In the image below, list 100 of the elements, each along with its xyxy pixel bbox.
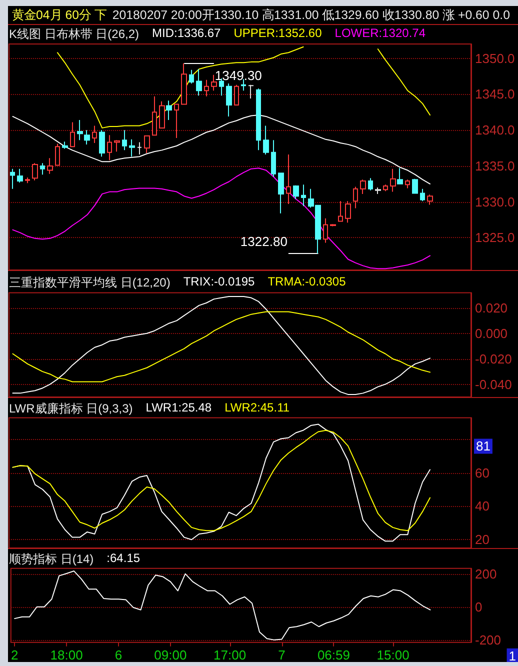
chart-title: 黄金04月 60分 下 <box>12 8 106 22</box>
legend-title: LWR威廉指标 日(9,3,3) <box>9 402 133 416</box>
line-series <box>12 114 431 184</box>
candlestick <box>286 154 291 204</box>
text: 1 <box>508 648 516 664</box>
y-tick-label: -0.020 <box>475 351 512 366</box>
candlestick <box>301 184 306 207</box>
candlestick <box>122 130 127 151</box>
y-tick-label: 20 <box>475 532 490 548</box>
candlestick <box>137 142 142 155</box>
candlestick <box>397 168 403 184</box>
candlestick <box>241 78 246 92</box>
legend-title: 三重指数平滑平均线 日(12,20) <box>9 276 170 290</box>
candlestick <box>234 84 239 106</box>
y-tick-label: 40 <box>475 498 490 514</box>
text: LWR1:25.48 <box>146 400 212 415</box>
candlestick <box>25 176 30 184</box>
candlestick <box>32 162 38 181</box>
text: MID:1336.67 <box>152 26 222 40</box>
candlestick <box>263 125 269 155</box>
series-label: :64.15 <box>106 551 140 566</box>
candlestick <box>10 168 15 190</box>
y-tick-label: 1345.0 <box>475 86 515 102</box>
candlestick <box>159 100 165 128</box>
candlestick <box>412 178 418 194</box>
legend-title: 顺势指标 日(14) <box>9 552 94 566</box>
x-tick-label: 6 <box>114 648 122 663</box>
series-label: UPPER:1352.60 <box>234 26 322 40</box>
candlestick <box>47 158 53 174</box>
y-tick-label: 1325.0 <box>475 230 515 246</box>
candlestick <box>383 184 388 192</box>
text: LWR2:45.11 <box>224 400 290 415</box>
candlestick <box>271 140 276 178</box>
series-label: TRMA:-0.0305 <box>268 274 346 289</box>
candlestick <box>174 104 179 138</box>
annotation: 1322.80 <box>240 234 288 249</box>
candlestick <box>353 186 358 209</box>
candlestick <box>189 69 194 84</box>
y-tick-label: 0.020 <box>475 300 508 316</box>
candlestick <box>152 96 157 136</box>
x-tick-label: 2 <box>10 648 18 663</box>
y-tick-label: -0.040 <box>475 376 512 392</box>
candlestick <box>92 125 97 144</box>
series-label: TRIX:-0.0195 <box>183 274 256 289</box>
candlestick <box>62 141 68 150</box>
y-tick-label: 1340.0 <box>475 122 515 138</box>
candlestick <box>226 82 232 117</box>
candlestick <box>248 84 254 100</box>
legend-title: K线图 日布林带 日(26,2) <box>9 27 140 41</box>
line-series <box>14 570 431 641</box>
chart-subtitle: 20180207 20:00开1330.10 高1331.00 低1329.60 收1330.80 涨 +0.60 0.0 <box>112 8 510 22</box>
candlestick <box>166 100 172 121</box>
annotation: 1349.30 <box>214 68 262 83</box>
candlestick <box>323 218 328 244</box>
x-tick-label: 06:59 <box>317 648 350 663</box>
candlestick <box>196 68 202 96</box>
y-tick-label: 1350.0 <box>475 50 515 66</box>
candlestick <box>181 62 187 105</box>
y-tick-label: 60 <box>475 465 490 480</box>
candlestick <box>345 200 351 224</box>
candlestick <box>204 79 209 97</box>
candlestick <box>427 194 433 206</box>
line-series <box>12 168 431 270</box>
candlestick <box>211 74 217 92</box>
x-tick-label: 7 <box>278 648 286 663</box>
candlestick <box>330 224 336 227</box>
y-tick-label: 0.000 <box>475 326 508 341</box>
candlestick <box>256 88 261 151</box>
candlestick <box>70 122 75 148</box>
candlestick <box>338 200 343 222</box>
candlestick <box>84 130 90 145</box>
candlestick <box>114 140 120 152</box>
x-tick-label: 15:00 <box>376 648 410 663</box>
x-tick-label: 17:00 <box>214 648 246 663</box>
candlestick <box>77 120 83 141</box>
line-series <box>12 311 431 382</box>
candlestick <box>99 130 105 158</box>
candlestick <box>129 138 135 158</box>
candlestick <box>55 143 60 166</box>
candlestick <box>360 179 366 194</box>
line-series <box>12 296 431 395</box>
text: LOWER:1320.74 <box>334 26 426 40</box>
candlestick <box>368 178 373 191</box>
candlestick <box>375 186 381 194</box>
text: 81 <box>476 438 490 454</box>
candlestick <box>17 168 23 183</box>
candlestick <box>293 184 299 200</box>
y-tick-label: 1330.0 <box>475 194 515 210</box>
candlestick <box>107 134 112 161</box>
y-tick-label: -200 <box>475 632 502 648</box>
candlestick <box>278 172 284 214</box>
y-tick-label: 1335.0 <box>475 158 515 174</box>
candlestick <box>420 188 425 202</box>
y-tick-label: 200 <box>475 566 497 582</box>
candlestick <box>405 179 410 189</box>
candlestick <box>40 162 45 176</box>
x-tick-label: 09:00 <box>154 648 187 663</box>
y-tick-label: 0 <box>475 600 482 615</box>
candlestick <box>144 135 150 154</box>
x-tick-label: 18:00 <box>50 648 83 663</box>
